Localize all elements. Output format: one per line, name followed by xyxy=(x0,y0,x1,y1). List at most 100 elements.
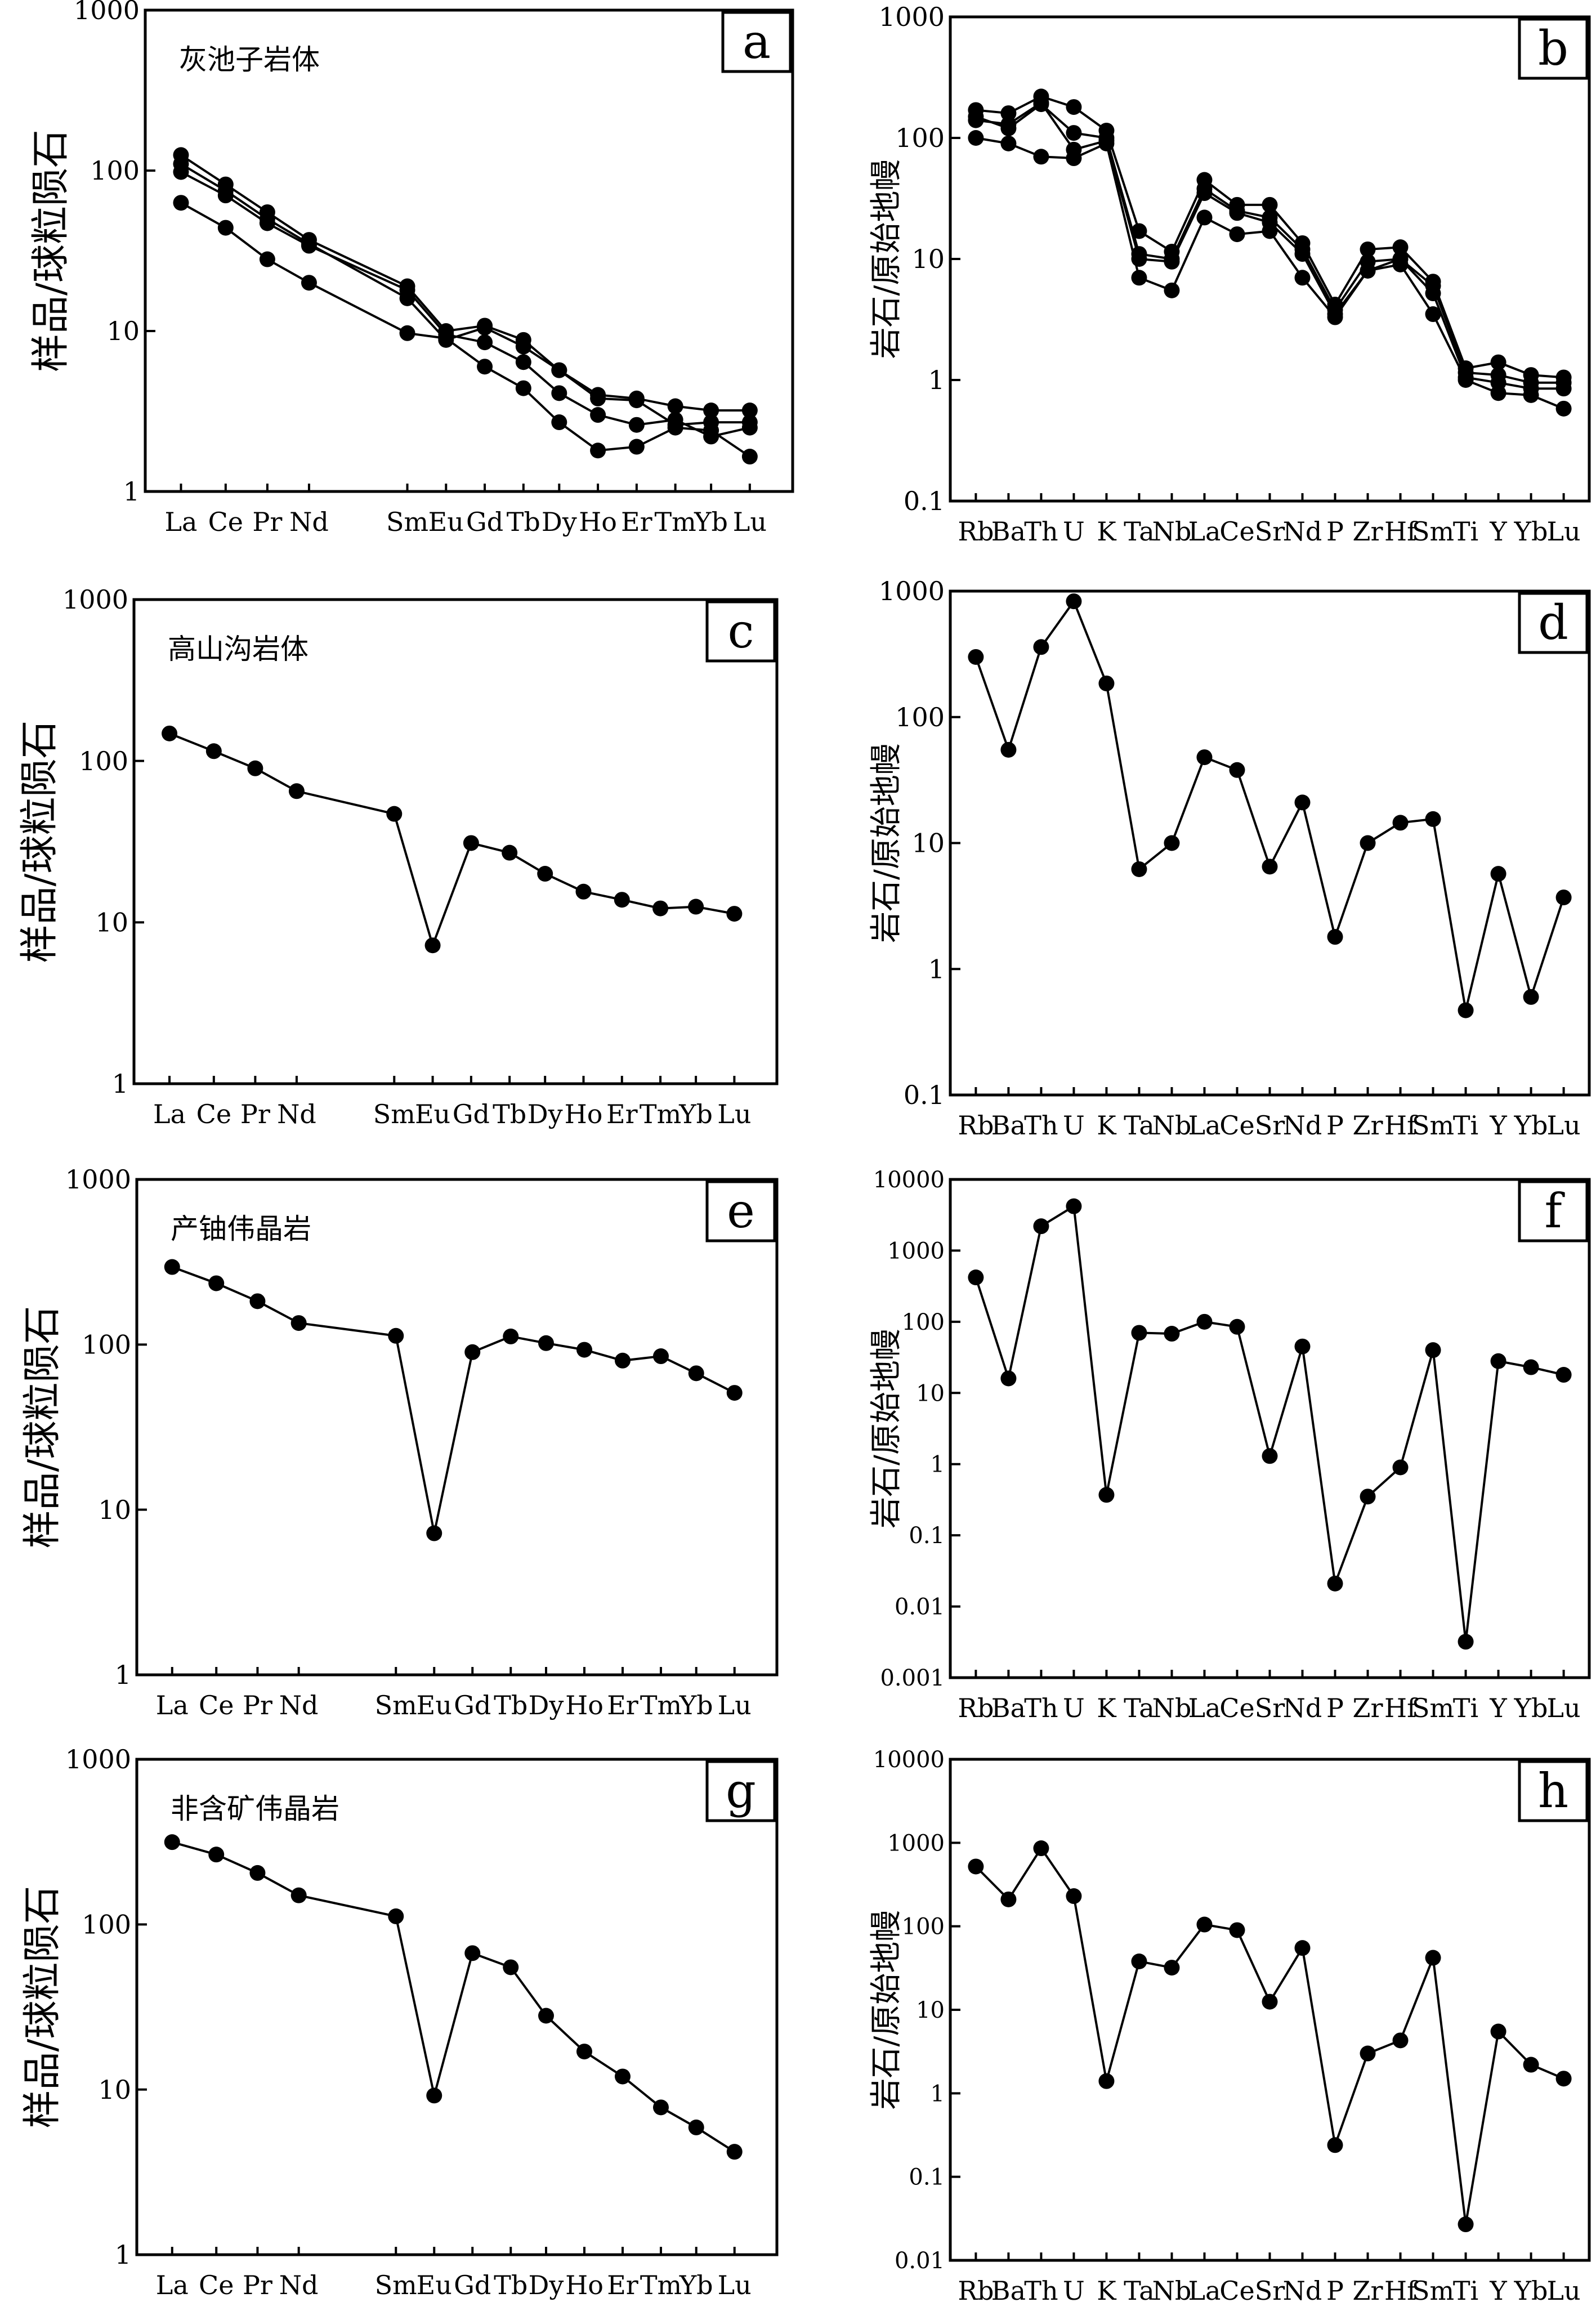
x-tick-label: Th xyxy=(1024,2276,1058,2306)
x-tick-label: Ta xyxy=(1124,1693,1155,1723)
x-tick-label: Lu xyxy=(718,1690,752,1720)
data-point xyxy=(1523,989,1539,1005)
data-point xyxy=(477,334,493,351)
x-tick-label: Nd xyxy=(1283,516,1322,547)
data-point xyxy=(968,130,984,146)
x-tick-label: Lu xyxy=(717,1099,751,1129)
x-tick-label: K xyxy=(1097,2276,1117,2306)
x-tick-label: P xyxy=(1326,2276,1344,2306)
x-tick-label: Sm xyxy=(386,507,428,537)
y-tick-label: 100 xyxy=(902,1914,945,1940)
panel-letter: a xyxy=(743,14,771,69)
data-point xyxy=(1131,270,1147,286)
x-tick-label: Th xyxy=(1024,1693,1058,1723)
data-point xyxy=(503,1328,519,1344)
y-tick-label: 10 xyxy=(95,907,128,937)
x-tick-label: U xyxy=(1063,1110,1085,1141)
data-point xyxy=(1000,135,1017,151)
data-point xyxy=(1229,762,1245,778)
data-point xyxy=(551,414,567,431)
data-point xyxy=(503,1959,519,1975)
x-tick-label: Y xyxy=(1489,2276,1507,2306)
data-point xyxy=(628,439,645,455)
x-tick-label: Hf xyxy=(1384,516,1418,547)
data-point xyxy=(217,187,234,204)
data-point xyxy=(1360,835,1376,851)
data-point xyxy=(1196,209,1213,226)
data-point xyxy=(1294,1338,1311,1355)
y-tick-label: 100 xyxy=(79,746,128,776)
chart-title: 非含矿伟晶岩 xyxy=(171,1793,339,1825)
x-tick-label: Ce xyxy=(199,1690,234,1720)
x-tick-label: La xyxy=(153,1099,186,1129)
y-axis-label: 岩石/原始地幔 xyxy=(868,743,905,943)
data-point xyxy=(399,282,415,298)
data-point xyxy=(538,2008,554,2024)
x-tick-label: Gd xyxy=(453,1099,490,1129)
x-tick-label: K xyxy=(1097,1693,1117,1723)
x-tick-label: La xyxy=(1188,1110,1221,1141)
data-point xyxy=(1098,135,1115,151)
y-tick-label: 100 xyxy=(90,155,140,186)
data-point xyxy=(1490,866,1506,882)
panel-letter-frame xyxy=(1518,1760,1589,1822)
x-tick-label: Tm xyxy=(640,1690,682,1720)
y-tick-label: 0.01 xyxy=(895,1594,945,1620)
y-tick-label: 0.001 xyxy=(880,1665,945,1691)
x-tick-label: Tm xyxy=(640,1099,681,1129)
x-tick-label: Tb xyxy=(494,1690,527,1720)
y-tick-label: 10 xyxy=(916,1997,945,2023)
data-point xyxy=(667,398,683,414)
data-point xyxy=(515,380,531,396)
x-tick-label: Lu xyxy=(1547,516,1581,547)
data-point xyxy=(1523,387,1539,403)
data-point xyxy=(652,2099,669,2116)
x-tick-label: Eu xyxy=(428,507,464,537)
x-tick-label: Tm xyxy=(654,507,696,537)
data-point xyxy=(741,449,758,465)
data-point xyxy=(173,195,189,211)
x-tick-label: Nd xyxy=(1283,1693,1322,1723)
data-point xyxy=(1000,1891,1017,1907)
x-tick-label: Nd xyxy=(1283,1110,1322,1141)
x-tick-label: Tb xyxy=(507,507,540,537)
data-point xyxy=(164,1834,180,1850)
data-point xyxy=(502,844,518,861)
data-point xyxy=(628,417,645,433)
x-tick-label: Gd xyxy=(454,2270,491,2300)
y-axis-label: 样品/球粒陨石 xyxy=(20,1886,65,2129)
y-tick-label: 10 xyxy=(911,828,945,859)
x-tick-label: Er xyxy=(607,1690,638,1720)
y-tick-label: 100 xyxy=(902,1309,945,1335)
x-tick-label: Gd xyxy=(466,507,503,537)
y-axis-label: 岩石/原始地幔 xyxy=(868,159,905,359)
series-line xyxy=(172,1841,735,2153)
data-point xyxy=(1131,861,1147,877)
x-tick-label: Y xyxy=(1489,1110,1507,1141)
x-tick-label: Rb xyxy=(958,1693,994,1723)
x-tick-label: Ti xyxy=(1453,516,1478,547)
y-tick-label: 1000 xyxy=(65,1744,131,1774)
data-point xyxy=(1262,1993,1278,2010)
panel-letter: f xyxy=(1544,1183,1565,1239)
x-tick-label: Yb xyxy=(679,1690,713,1720)
data-point xyxy=(1523,1359,1539,1375)
data-point xyxy=(388,1908,404,1924)
y-axis-label: 样品/球粒陨石 xyxy=(17,721,62,963)
x-tick-label: Yb xyxy=(1514,1110,1548,1141)
x-tick-label: Sr xyxy=(1255,2276,1285,2306)
x-tick-label: Ba xyxy=(991,2276,1026,2306)
x-tick-label: Y xyxy=(1489,1693,1507,1723)
data-point xyxy=(1392,2032,1409,2049)
data-point xyxy=(1033,95,1049,111)
data-point xyxy=(1262,1448,1278,1464)
data-point xyxy=(424,937,441,954)
data-point xyxy=(1000,1370,1017,1387)
panel-letter-frame xyxy=(721,11,792,73)
x-tick-label: Rb xyxy=(958,1110,994,1141)
data-point xyxy=(551,385,567,401)
x-tick-label: Sr xyxy=(1255,1110,1285,1141)
data-point xyxy=(1262,859,1278,875)
